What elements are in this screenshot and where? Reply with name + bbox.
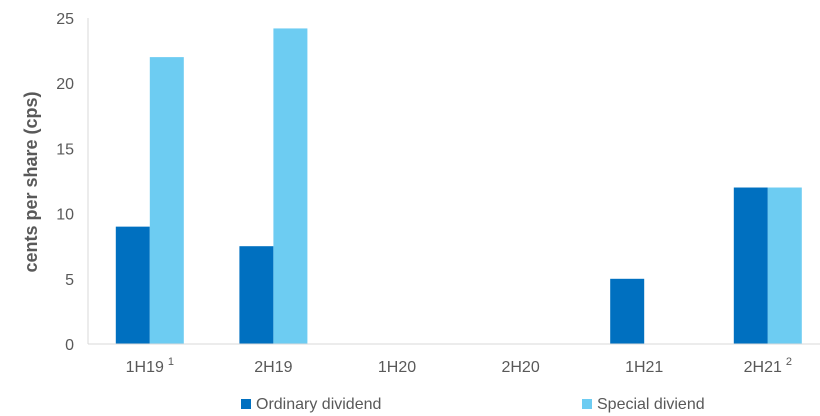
x-tick-text: 2H20 — [501, 359, 539, 376]
bar-special-2h19 — [273, 28, 308, 344]
x-tick-text: 1H19 — [126, 359, 164, 376]
x-tick-label: 1H20 — [378, 359, 416, 376]
legend-label: Ordinary dividend — [256, 396, 381, 413]
bar-ordinary-2h21 — [733, 187, 768, 344]
x-axis-ticks: 1H19 1 2H19 1H20 2H20 1H21 2H21 2 — [126, 356, 792, 376]
y-tick-label: 25 — [56, 11, 74, 28]
legend-label: Special diviend — [597, 396, 705, 413]
y-tick-label: 0 — [65, 337, 74, 354]
x-tick-label: 1H19 1 — [126, 356, 174, 376]
x-tick-text: 1H20 — [378, 359, 416, 376]
x-tick-footnote: 2 — [786, 356, 792, 368]
legend-swatch — [582, 399, 592, 409]
bar-ordinary-2h19 — [239, 246, 274, 344]
bar-special-1h19 — [149, 57, 184, 345]
x-tick-footnote: 1 — [168, 356, 174, 368]
x-tick-text: 2H19 — [254, 359, 292, 376]
bar-ordinary-1h21 — [610, 278, 645, 344]
x-tick-label: 1H21 — [625, 359, 663, 376]
x-tick-label: 2H19 — [254, 359, 292, 376]
legend: Ordinary dividend Special diviend — [241, 396, 705, 413]
y-axis-ticks: 0 5 10 15 20 25 — [56, 11, 74, 354]
x-tick-label: 2H21 2 — [744, 356, 792, 376]
x-tick-text: 2H21 — [744, 359, 782, 376]
y-axis-label: cents per share (cps) — [21, 91, 41, 272]
bars — [115, 28, 802, 345]
y-tick-label: 15 — [56, 141, 74, 158]
bar-ordinary-1h19 — [115, 226, 150, 344]
legend-swatch — [241, 399, 251, 409]
bar-special-2h21 — [767, 187, 802, 344]
y-tick-label: 5 — [65, 272, 74, 289]
y-tick-label: 20 — [56, 76, 74, 93]
y-tick-label: 10 — [56, 207, 74, 224]
x-tick-text: 1H21 — [625, 359, 663, 376]
x-tick-label: 2H20 — [501, 359, 539, 376]
